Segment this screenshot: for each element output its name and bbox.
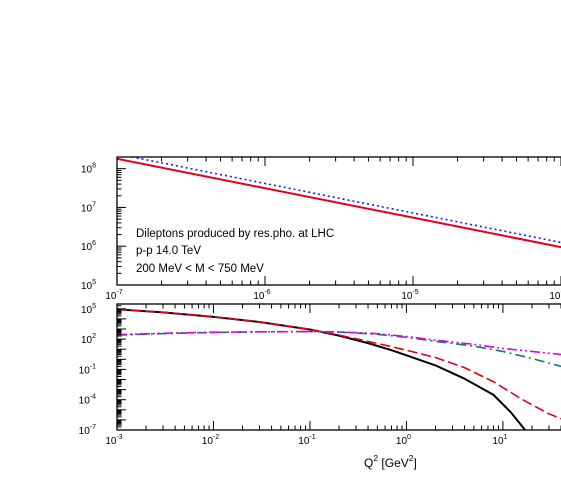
bottom-x-tick-labels: 10-3 10-2 10-1 100 101 [105,434,507,447]
x-tick-label: 10-7 [105,289,122,302]
top-panel: 10-7 10-6 10-5 10-4 105 106 107 108 Dileptons … [81,156,561,302]
bottom-y-tick-labels: 10-7 10-4 10-1 102 105 [79,303,96,437]
x-tick-label: 101 [492,434,507,447]
y-tick-label: 102 [81,333,96,346]
y-tick-label: 10-7 [79,424,96,437]
x-tick-label: 10-3 [105,434,122,447]
y-tick-label: 105 [81,303,96,316]
annotation-box: Dileptons produced by res.pho. at LHC p-… [136,228,334,275]
x-tick-label: 10-6 [253,289,270,302]
y-tick-label: 10-1 [79,363,96,376]
bottom-ticks [116,303,561,431]
y-tick-label: 107 [81,201,96,214]
bot-series-dashdotdot-line [117,330,561,356]
y-tick-label: 10-4 [79,394,96,407]
top-series-dotted-line [128,157,561,244]
bot-series-dashed-line [117,308,561,420]
x-tick-label: 10-1 [298,434,315,447]
x-tick-label: 10-2 [202,434,219,447]
top-frame [116,156,561,286]
bottom-frame [116,303,561,431]
y-tick-label: 105 [81,279,96,292]
annotation-line-3: 200 MeV < M < 750 MeV [136,263,264,275]
y-tick-label: 108 [81,163,96,176]
y-tick-label: 106 [81,240,96,253]
bot-series-solid-line [117,308,526,430]
annotation-line-2: p-p 14.0 TeV [136,245,201,257]
annotation-line-1: Dileptons produced by res.pho. at LHC [136,228,334,240]
top-curves [117,157,561,249]
top-ticks [116,156,561,286]
bottom-panel: 10-3 10-2 10-1 100 101 10-7 10-4 10-1 102 105 Q2… [79,303,561,470]
bot-series-dashdot-line [117,330,561,368]
x-tick-label: 10-4 [549,289,561,302]
top-y-tick-labels: 105 106 107 108 [81,163,96,292]
x-axis-label: Q2 [GeV2] [364,453,417,470]
top-x-tick-labels: 10-7 10-6 10-5 10-4 [105,289,561,302]
x-tick-label: 100 [396,434,411,447]
bottom-curves [117,308,561,430]
top-series-solid-line [117,157,561,249]
x-tick-label: 10-5 [401,289,418,302]
